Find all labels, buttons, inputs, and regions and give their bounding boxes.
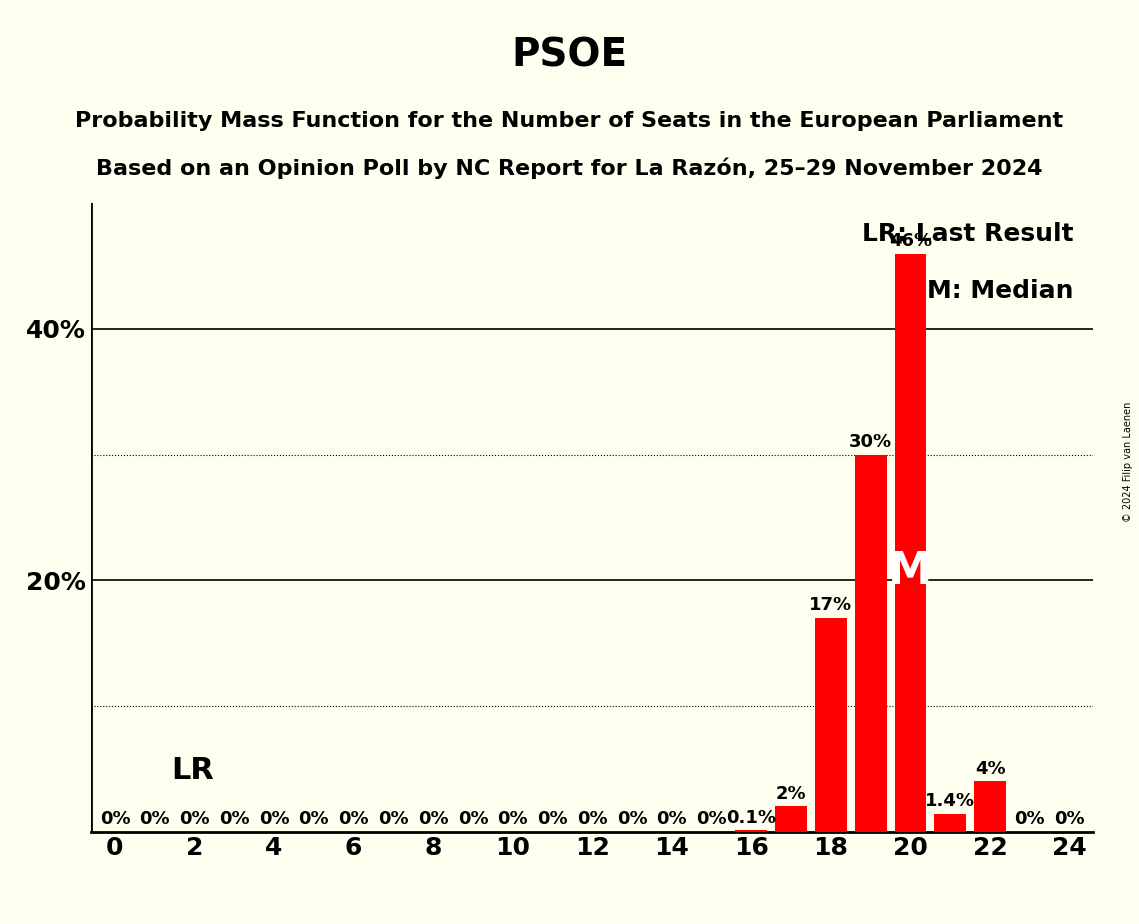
Text: 0%: 0% (179, 809, 210, 828)
Text: 0%: 0% (259, 809, 289, 828)
Bar (736, 831, 768, 832)
Text: 0%: 0% (219, 809, 249, 828)
Text: 17%: 17% (810, 596, 852, 614)
Bar (894, 253, 926, 832)
Text: Probability Mass Function for the Number of Seats in the European Parliament: Probability Mass Function for the Number… (75, 111, 1064, 131)
Text: 0%: 0% (418, 809, 449, 828)
Text: 0%: 0% (577, 809, 607, 828)
Bar (776, 807, 808, 832)
Text: 46%: 46% (888, 232, 932, 249)
Text: 0%: 0% (298, 809, 329, 828)
Bar (934, 814, 966, 832)
Text: M: M (888, 550, 933, 593)
Text: 0%: 0% (1015, 809, 1046, 828)
Text: © 2024 Filip van Laenen: © 2024 Filip van Laenen (1123, 402, 1133, 522)
Bar (816, 618, 846, 832)
Bar (974, 782, 1006, 832)
Text: 30%: 30% (850, 432, 892, 451)
Text: 4%: 4% (975, 760, 1006, 778)
Text: 0%: 0% (1055, 809, 1084, 828)
Text: 0%: 0% (538, 809, 568, 828)
Text: 0%: 0% (696, 809, 727, 828)
Text: 0%: 0% (378, 809, 409, 828)
Text: Based on an Opinion Poll by NC Report for La Razón, 25–29 November 2024: Based on an Opinion Poll by NC Report fo… (97, 157, 1042, 178)
Text: 0%: 0% (616, 809, 647, 828)
Text: 1.4%: 1.4% (925, 792, 975, 810)
Text: 0%: 0% (458, 809, 489, 828)
Text: 0%: 0% (100, 809, 130, 828)
Text: 0.1%: 0.1% (727, 808, 777, 827)
Bar (854, 455, 886, 832)
Text: 0%: 0% (139, 809, 170, 828)
Text: 0%: 0% (338, 809, 369, 828)
Text: 0%: 0% (498, 809, 528, 828)
Text: M: Median: M: Median (927, 279, 1073, 303)
Text: LR: Last Result: LR: Last Result (862, 222, 1073, 246)
Text: 2%: 2% (776, 784, 806, 803)
Text: 0%: 0% (656, 809, 687, 828)
Text: LR: LR (171, 756, 214, 785)
Text: PSOE: PSOE (511, 37, 628, 75)
